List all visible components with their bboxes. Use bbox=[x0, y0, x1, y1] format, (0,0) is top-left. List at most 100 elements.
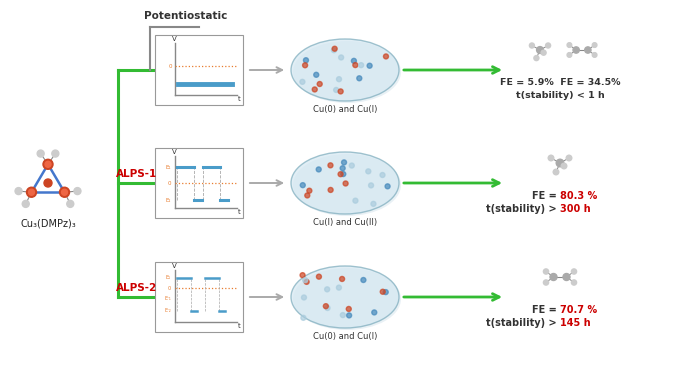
Circle shape bbox=[304, 279, 309, 284]
Circle shape bbox=[567, 43, 572, 47]
Text: 0: 0 bbox=[168, 64, 172, 69]
Text: 145 h: 145 h bbox=[560, 318, 591, 328]
Circle shape bbox=[347, 313, 352, 318]
Circle shape bbox=[343, 181, 348, 186]
Text: Cu₃(DMPz)₃: Cu₃(DMPz)₃ bbox=[20, 219, 76, 229]
Circle shape bbox=[351, 58, 357, 64]
Circle shape bbox=[338, 89, 343, 94]
Text: V: V bbox=[172, 36, 177, 42]
Circle shape bbox=[592, 53, 597, 57]
Circle shape bbox=[45, 161, 51, 167]
Circle shape bbox=[372, 310, 376, 315]
Circle shape bbox=[28, 189, 34, 195]
Circle shape bbox=[550, 273, 557, 280]
Circle shape bbox=[543, 269, 549, 274]
Circle shape bbox=[317, 274, 322, 279]
Circle shape bbox=[302, 63, 308, 68]
Bar bbox=[155, 35, 243, 105]
Circle shape bbox=[563, 273, 570, 280]
Text: Cu(0) and Cu(I): Cu(0) and Cu(I) bbox=[313, 105, 377, 114]
Circle shape bbox=[341, 172, 346, 177]
Circle shape bbox=[553, 169, 559, 175]
Circle shape bbox=[385, 184, 390, 189]
Circle shape bbox=[303, 278, 308, 283]
Text: 80.3 %: 80.3 % bbox=[560, 191, 597, 201]
Circle shape bbox=[567, 53, 572, 57]
Circle shape bbox=[341, 160, 346, 165]
Circle shape bbox=[359, 63, 363, 68]
Circle shape bbox=[325, 287, 330, 292]
Ellipse shape bbox=[291, 266, 399, 328]
Circle shape bbox=[349, 163, 354, 168]
Text: t(stability) >: t(stability) > bbox=[486, 204, 560, 214]
Circle shape bbox=[340, 312, 346, 318]
Text: Eᶜ₁: Eᶜ₁ bbox=[164, 296, 171, 301]
Circle shape bbox=[340, 166, 345, 171]
Circle shape bbox=[300, 273, 305, 278]
Text: t(stability) >: t(stability) > bbox=[486, 318, 560, 328]
Text: 70.7 %: 70.7 % bbox=[560, 305, 597, 315]
Circle shape bbox=[339, 55, 344, 60]
Bar bbox=[155, 148, 243, 218]
Circle shape bbox=[52, 150, 59, 157]
Text: t(stability) < 1 h: t(stability) < 1 h bbox=[516, 91, 605, 100]
Circle shape bbox=[537, 47, 543, 53]
Circle shape bbox=[338, 172, 343, 177]
Ellipse shape bbox=[291, 152, 399, 214]
Circle shape bbox=[548, 155, 554, 161]
Circle shape bbox=[572, 269, 576, 274]
Circle shape bbox=[339, 276, 345, 281]
Circle shape bbox=[317, 81, 322, 87]
Text: V: V bbox=[172, 149, 177, 155]
Circle shape bbox=[371, 201, 376, 206]
Circle shape bbox=[572, 280, 576, 285]
Circle shape bbox=[383, 54, 388, 59]
Circle shape bbox=[543, 280, 549, 285]
Text: Potentiostatic: Potentiostatic bbox=[144, 11, 227, 21]
Circle shape bbox=[334, 88, 339, 92]
Circle shape bbox=[60, 187, 69, 197]
Text: 300 h: 300 h bbox=[560, 204, 591, 214]
Circle shape bbox=[534, 55, 539, 61]
Ellipse shape bbox=[291, 39, 399, 101]
Circle shape bbox=[353, 62, 358, 68]
Circle shape bbox=[332, 46, 337, 51]
Circle shape bbox=[312, 87, 317, 92]
Text: t: t bbox=[238, 323, 240, 329]
Circle shape bbox=[307, 188, 312, 193]
Text: FE =: FE = bbox=[532, 305, 560, 315]
Circle shape bbox=[573, 47, 579, 53]
Circle shape bbox=[361, 277, 366, 283]
Text: 0: 0 bbox=[168, 286, 171, 291]
Circle shape bbox=[325, 306, 330, 311]
Circle shape bbox=[15, 188, 22, 195]
Circle shape bbox=[368, 183, 374, 188]
Text: E₁: E₁ bbox=[166, 275, 171, 280]
Circle shape bbox=[353, 198, 358, 203]
Text: t: t bbox=[238, 96, 240, 102]
Circle shape bbox=[328, 188, 333, 192]
Circle shape bbox=[304, 58, 308, 63]
Circle shape bbox=[566, 155, 572, 161]
Circle shape bbox=[585, 47, 591, 53]
Circle shape bbox=[346, 307, 351, 311]
Circle shape bbox=[380, 289, 385, 294]
Circle shape bbox=[592, 43, 597, 47]
Circle shape bbox=[328, 163, 333, 168]
Text: E₂: E₂ bbox=[166, 198, 171, 203]
Circle shape bbox=[530, 43, 534, 48]
Circle shape bbox=[337, 285, 341, 290]
Circle shape bbox=[301, 315, 306, 320]
Circle shape bbox=[357, 76, 362, 81]
Text: Cu(0) and Cu(I): Cu(0) and Cu(I) bbox=[313, 332, 377, 341]
Circle shape bbox=[67, 200, 74, 207]
Text: ALPS-1: ALPS-1 bbox=[116, 169, 157, 179]
Circle shape bbox=[74, 188, 81, 195]
Circle shape bbox=[316, 167, 322, 172]
Circle shape bbox=[22, 200, 30, 207]
Circle shape bbox=[545, 43, 550, 48]
Circle shape bbox=[337, 77, 341, 82]
Ellipse shape bbox=[293, 41, 401, 103]
Circle shape bbox=[367, 63, 372, 68]
Circle shape bbox=[380, 173, 385, 177]
